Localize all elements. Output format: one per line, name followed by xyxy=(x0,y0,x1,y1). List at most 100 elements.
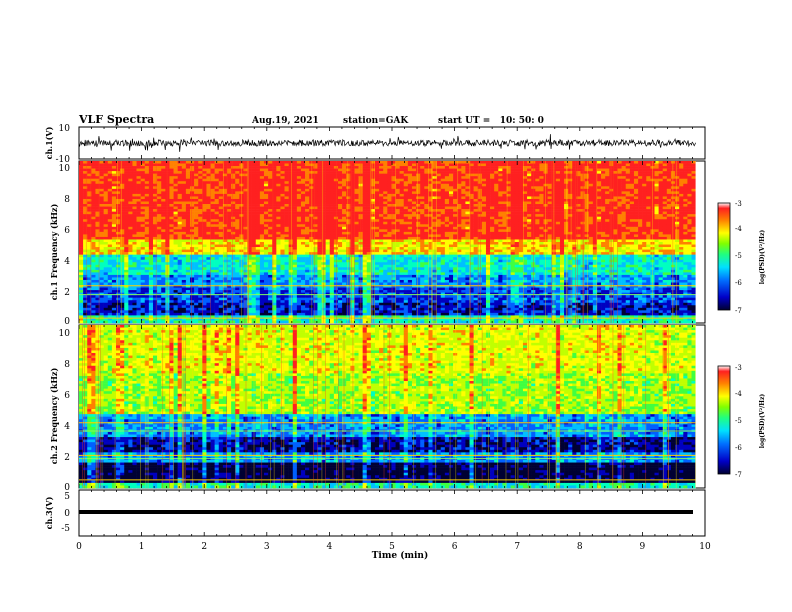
spectrogram-cell xyxy=(646,198,651,202)
spectrogram-cell xyxy=(206,168,211,172)
spectrogram-cell xyxy=(510,188,516,192)
spectrogram-cell xyxy=(568,183,573,187)
spectrogram-cell xyxy=(379,163,384,167)
spectrogram-cell xyxy=(572,204,577,207)
spectrogram-cell xyxy=(391,239,396,243)
spectrogram-cell xyxy=(210,214,215,217)
spectrogram-cell xyxy=(214,183,220,187)
spectrogram-cell xyxy=(596,161,602,164)
spectrogram-cell xyxy=(95,183,100,187)
spectrogram-cell xyxy=(675,163,680,167)
spectrogram-cell xyxy=(99,229,104,233)
spectrogram-cell xyxy=(128,221,133,225)
spectrogram-cell xyxy=(453,206,458,210)
spectrogram-cell xyxy=(420,173,425,177)
spectrogram-cell xyxy=(194,236,199,240)
spectrogram-cell xyxy=(177,231,183,235)
spectrogram-cell xyxy=(642,214,647,217)
spectrogram-cell xyxy=(342,209,347,212)
spectrogram-cell xyxy=(535,168,540,172)
spectrogram-cell xyxy=(490,191,495,195)
spectrogram-cell xyxy=(296,209,302,212)
spectrogram-cell xyxy=(633,171,639,174)
spectrogram-cell xyxy=(305,242,310,245)
spectrogram-cell xyxy=(276,239,281,243)
spectrogram-cell xyxy=(79,206,84,210)
spectrogram-cell xyxy=(506,234,511,238)
spectrogram-cell xyxy=(259,193,265,197)
spectrogram-cell xyxy=(317,242,322,245)
spectrogram-cell xyxy=(469,178,474,182)
spectrogram-cell xyxy=(485,163,491,167)
spectrogram-cell xyxy=(444,196,450,200)
spectrogram-cell xyxy=(613,214,618,217)
spectrogram-cell xyxy=(181,206,187,210)
spectrogram-cell xyxy=(263,188,269,192)
spectrogram-cell xyxy=(329,221,335,225)
spectrogram-cell xyxy=(169,224,174,228)
spectrogram-cell xyxy=(658,163,664,167)
spectrogram-cell xyxy=(469,188,474,192)
spectrogram-cell xyxy=(206,166,211,169)
spectrogram-cell xyxy=(370,166,376,169)
spectrogram-cell xyxy=(329,166,335,169)
spectrogram-cell xyxy=(617,163,622,167)
spectrogram-cell xyxy=(120,198,125,202)
spectrogram-cell xyxy=(214,181,220,185)
spectrogram-cell xyxy=(268,201,273,205)
spectrogram-cell xyxy=(387,242,392,245)
spectrogram-cell xyxy=(374,234,380,238)
spectrogram-cell xyxy=(276,161,281,164)
spectrogram-cell xyxy=(177,183,183,187)
spectrogram-cell xyxy=(342,178,347,182)
spectrogram-cell xyxy=(625,176,631,180)
spectrogram-cell xyxy=(243,229,248,233)
spectrogram-cell xyxy=(576,176,581,180)
spectrogram-cell xyxy=(625,168,631,172)
spectrogram-cell xyxy=(210,163,215,167)
spectrogram-cell xyxy=(601,198,606,202)
spectrogram-cell xyxy=(136,234,141,238)
spectrogram-cell xyxy=(325,196,331,200)
spectrogram-cell xyxy=(629,226,635,230)
spectrogram-cell xyxy=(91,181,96,185)
spectrogram-cell xyxy=(646,211,651,215)
spectrogram-cell xyxy=(572,181,577,185)
spectrogram-cell xyxy=(116,178,121,182)
spectrogram-cell xyxy=(596,183,602,187)
spectrogram-cell xyxy=(136,178,141,182)
spectrogram-cell xyxy=(572,209,577,212)
spectrogram-cell xyxy=(629,229,635,233)
spectrogram-cell xyxy=(613,166,618,169)
spectrogram-cell xyxy=(387,193,392,197)
spectrogram-cell xyxy=(296,188,302,192)
spectrogram-cell xyxy=(469,171,474,174)
spectrogram-cell xyxy=(473,168,479,172)
spectrogram-cell xyxy=(448,193,454,197)
spectrogram-cell xyxy=(276,178,281,182)
spectrogram-cell xyxy=(424,186,429,190)
spectrogram-cell xyxy=(140,211,146,215)
spectrogram-cell xyxy=(107,229,113,233)
spectrogram-cell xyxy=(387,166,392,169)
spectrogram-cell xyxy=(642,176,647,180)
spectrogram-cell xyxy=(420,188,425,192)
spectrogram-cell xyxy=(387,168,392,172)
spectrogram-cell xyxy=(592,173,598,177)
spectrogram-cell xyxy=(354,176,359,180)
spectrogram-cell xyxy=(370,186,376,190)
spectrogram-cell xyxy=(354,186,359,190)
spectrogram-cell xyxy=(251,171,257,174)
spectrogram-cell xyxy=(144,193,150,197)
spectrogram-cell xyxy=(490,221,495,225)
spectrogram-cell xyxy=(107,209,113,212)
spectrogram-cell xyxy=(658,234,664,238)
spectrogram-cell xyxy=(675,198,680,202)
spectrogram-cell xyxy=(506,224,511,228)
spectrogram-cell xyxy=(222,173,228,177)
spectrogram-cell xyxy=(527,191,532,195)
spectrogram-cell xyxy=(662,236,668,240)
spectrogram-cell xyxy=(300,221,306,225)
spectrogram-cell xyxy=(165,211,170,215)
spectrogram-cell xyxy=(387,176,392,180)
